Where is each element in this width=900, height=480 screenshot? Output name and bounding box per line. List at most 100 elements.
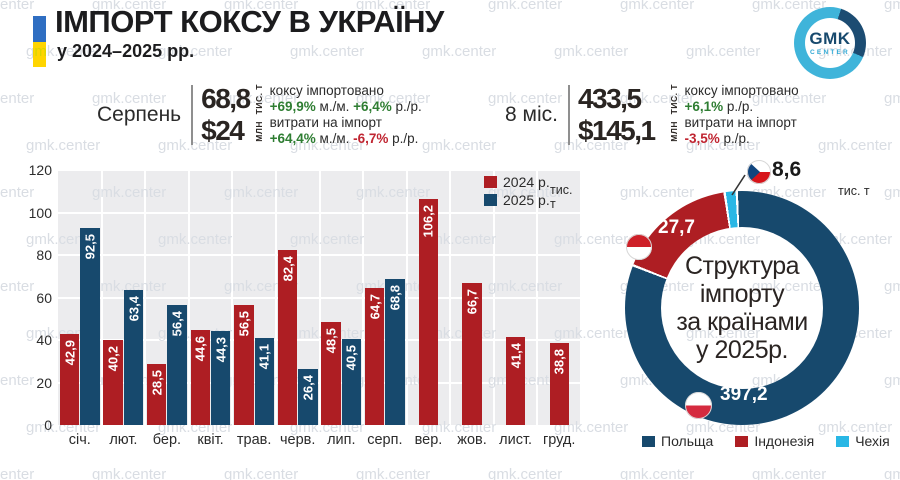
y-axis-tick-label: 100 xyxy=(28,204,52,221)
legend-label: Чехія xyxy=(855,433,890,449)
indonesia-flag-icon xyxy=(626,234,652,260)
stat-value: $145,1 xyxy=(577,115,656,147)
x-axis-month-label: груд. xyxy=(542,432,576,448)
trend-green-value: +6,1% xyxy=(684,98,724,114)
trend-text: р./р. xyxy=(723,98,754,114)
x-axis-month-label: серп. xyxy=(367,432,403,448)
stat-row: 433,5 тис. т коксу імпортовано +6,1% р./р. xyxy=(578,84,799,115)
stat-period-label: 8 міс. xyxy=(505,103,558,127)
gridline-vertical xyxy=(362,170,365,425)
bar-2025-трав.: 41,1 xyxy=(254,337,275,425)
stat-description: коксу імпортовано xyxy=(684,83,799,99)
bar-2024-вер.: 106,2 xyxy=(418,199,439,425)
legend-swatch xyxy=(484,176,497,188)
flag-yellow-stripe xyxy=(33,42,46,67)
trend-text: р./р. xyxy=(391,98,422,114)
stat-trend: +64,4% м./м. -6,7% р./р. xyxy=(270,131,419,147)
trend-red-value: -6,7% xyxy=(353,130,389,146)
x-axis-month-label: черв. xyxy=(279,432,316,448)
x-axis-month-label: бер. xyxy=(152,432,182,448)
page-subtitle: у 2024–2025 рр. xyxy=(57,41,195,61)
donut-value-poland: 397,2 xyxy=(720,384,768,405)
donut-title-line: Структура xyxy=(684,252,800,280)
x-axis-month-label: жов. xyxy=(457,432,487,448)
stat-row: $24 млн витрати на імпорт +64,4% м./м. -6,7… xyxy=(201,116,422,146)
legend-item-poland: Польща xyxy=(642,433,713,449)
x-axis-month-label: лют. xyxy=(109,432,138,448)
gridline-vertical xyxy=(492,170,495,425)
gridline-vertical xyxy=(449,170,452,425)
bar-2025-січ.: 92,5 xyxy=(80,228,100,425)
gridline-vertical xyxy=(318,170,321,425)
legend-item: 2025 р. xyxy=(484,192,550,208)
legend-item-indonesia: Індонезія xyxy=(735,433,814,449)
donut-value-czechia: 8,6 xyxy=(772,158,802,181)
stat-divider xyxy=(191,85,194,146)
stat-text: коксу імпортовано +69,9% м./м. +6,4% р./р… xyxy=(270,84,422,114)
gridline-vertical xyxy=(144,170,147,425)
bar-2024-бер.: 28,5 xyxy=(147,364,167,425)
stat-row: 68,8 тис. т коксу імпортовано +69,9% м./м. … xyxy=(201,83,422,115)
legend-label: Польща xyxy=(661,433,714,449)
legend-swatch xyxy=(836,435,850,447)
poland-flag-icon xyxy=(685,392,712,419)
trend-text: м./м. xyxy=(315,130,354,146)
stat-value: $24 xyxy=(201,115,245,147)
legend-item: 2024 р. xyxy=(484,174,550,190)
stat-trend: +69,9% м./м. +6,4% р./р. xyxy=(270,99,422,115)
gmk-center-logo: GMK CENTER xyxy=(794,7,866,79)
legend-item-czechia: Чехія xyxy=(836,433,890,449)
bar-2025-серп.: 68,8 xyxy=(385,278,405,425)
x-axis-month-label: лип. xyxy=(327,432,356,448)
stat-row: $145,1 млн витрати на імпорт -3,5% р./р. xyxy=(578,116,799,146)
donut-center-title: Структура імпорту за країнами у 2025р. xyxy=(661,227,823,389)
y-axis-tick-label: 40 xyxy=(36,332,52,348)
bar-2024-трав.: 56,5 xyxy=(234,304,254,425)
trend-text: р./р. xyxy=(388,130,419,146)
gridline-vertical xyxy=(187,170,190,425)
x-axis-month-label: лист. xyxy=(499,432,533,448)
y-axis-tick-label: 120 xyxy=(28,162,52,178)
gmk-logo-inner: GMK CENTER xyxy=(805,18,855,68)
stat-description: витрати на імпорт xyxy=(269,115,382,131)
stat-divider xyxy=(567,85,570,146)
page-title: ІМПОРТ КОКСУ В УКРАЇНУ xyxy=(55,4,444,39)
bar-2025-бер.: 56,4 xyxy=(167,305,187,425)
bar-chart-legend: 2024 р. 2025 р. xyxy=(484,174,550,208)
trend-text: р./р. xyxy=(719,130,750,146)
stat-group-august: Серпень 68,8 тис. т коксу імпортовано +69,9%… xyxy=(97,84,422,146)
x-axis-month-label: вер. xyxy=(414,432,443,448)
czechia-flag-icon xyxy=(747,160,771,184)
donut-title-line: за країнами xyxy=(676,308,808,336)
donut-unit-label: тис. т xyxy=(838,184,870,198)
stat-description: витрати на імпорт xyxy=(684,115,797,131)
trend-green-value: +64,4% xyxy=(269,130,316,146)
donut-title-line: у 2025р. xyxy=(696,336,788,364)
stat-text: коксу імпортовано +6,1% р./р. xyxy=(684,84,798,114)
stat-rows: 68,8 тис. т коксу імпортовано +69,9% м./м. … xyxy=(201,84,422,146)
bar-2024-лют.: 40,2 xyxy=(103,339,123,425)
legend-label: Індонезія xyxy=(754,433,815,449)
stat-period-label: Серпень xyxy=(97,103,182,127)
bar-2024-лип.: 48,5 xyxy=(321,321,341,425)
trend-red-value: -3,5% xyxy=(684,130,720,146)
y-axis-tick-label: 0 xyxy=(44,417,52,433)
bar-2024-січ.: 42,9 xyxy=(59,333,80,425)
stat-trend: -3,5% р./р. xyxy=(684,131,796,147)
stat-group-8-months: 8 міс. 433,5 тис. т коксу імпортовано +6,1% … xyxy=(505,84,799,146)
stat-value: 68,8 xyxy=(201,83,251,115)
flag-blue-stripe xyxy=(33,16,46,42)
stat-rows: 433,5 тис. т коксу імпортовано +6,1% р./р. $… xyxy=(578,84,799,146)
bar-plot-area: 42,9 92,5 40,2 63,4 28,5 56,4 44,6 44,3 56,5 41,1… xyxy=(58,169,582,425)
stat-description: коксу імпортовано xyxy=(269,83,384,99)
y-axis-tick-label: 60 xyxy=(36,289,52,306)
czechia-leader-line xyxy=(731,174,746,196)
bar-2024-квіт.: 44,6 xyxy=(190,330,211,425)
legend-label: 2024 р. xyxy=(503,174,550,190)
bar-2024-лист.: 41,4 xyxy=(505,337,526,425)
x-axis-month-label: січ. xyxy=(68,432,91,448)
